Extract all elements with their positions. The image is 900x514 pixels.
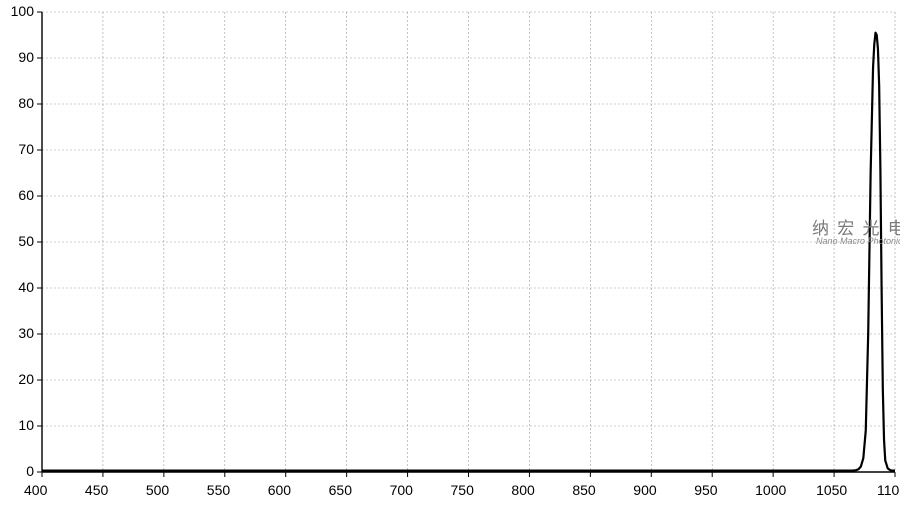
x-tick-label: 500 xyxy=(146,482,169,498)
y-tick-label: 70 xyxy=(18,141,34,157)
x-tick-label: 450 xyxy=(85,482,108,498)
x-tick-label: 850 xyxy=(572,482,595,498)
x-tick-label: 1050 xyxy=(816,482,847,498)
x-tick-label: 950 xyxy=(694,482,717,498)
y-tick-label: 100 xyxy=(11,3,34,19)
y-tick-label: 60 xyxy=(18,187,34,203)
watermark-text-en: Nano Macro Photonics xyxy=(816,236,900,246)
x-tick-label: 600 xyxy=(268,482,291,498)
y-tick-label: 50 xyxy=(18,233,34,249)
y-tick-label: 10 xyxy=(18,417,34,433)
x-tick-label: 650 xyxy=(329,482,352,498)
y-tick-label: 40 xyxy=(18,279,34,295)
x-tick-label: 800 xyxy=(511,482,534,498)
y-tick-label: 90 xyxy=(18,49,34,65)
y-tick-label: 80 xyxy=(18,95,34,111)
x-tick-label: 550 xyxy=(207,482,230,498)
y-tick-label: 30 xyxy=(18,325,34,341)
x-tick-label: 900 xyxy=(633,482,656,498)
y-tick-label: 0 xyxy=(26,463,34,479)
x-tick-label: 700 xyxy=(390,482,413,498)
x-tick-label: 400 xyxy=(24,482,47,498)
y-tick-label: 20 xyxy=(18,371,34,387)
x-tick-label: 750 xyxy=(451,482,474,498)
x-tick-label: 1000 xyxy=(755,482,786,498)
x-tick-label: 1100 xyxy=(877,482,900,498)
spectrum-chart xyxy=(0,0,900,514)
